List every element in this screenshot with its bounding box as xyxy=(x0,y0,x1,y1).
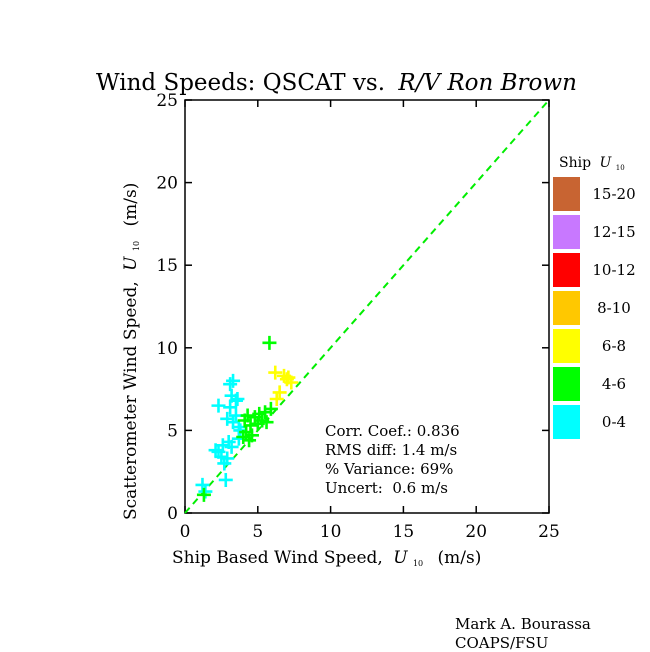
chart-title-main: Wind Speeds: QSCAT vs. xyxy=(96,70,385,96)
x-axis-label-text: Ship Based Wind Speed, xyxy=(172,548,383,568)
y-axis-label-text: Scatterometer Wind Speed, xyxy=(121,281,141,520)
data-point xyxy=(240,408,255,423)
x-tick-label: 25 xyxy=(538,522,560,542)
stat-correlation: Corr. Coef.: 0.836 xyxy=(325,422,460,440)
chart-title-vessel: R/V Ron Brown xyxy=(397,70,577,96)
y-axis-label-subscript: 10 xyxy=(132,241,141,251)
legend-title-symbol: U xyxy=(600,155,613,171)
x-axis-label: Ship Based Wind Speed, U 10 (m/s) xyxy=(172,548,481,571)
legend-title: Ship U 10 xyxy=(559,155,625,172)
data-point xyxy=(259,415,274,430)
legend-swatch xyxy=(553,177,580,211)
x-tick-label: 5 xyxy=(252,522,263,542)
legend-swatch xyxy=(553,291,580,325)
data-point xyxy=(230,392,245,407)
stat-rms-diff: RMS diff: 1.4 m/s xyxy=(325,441,457,459)
y-tick-label: 20 xyxy=(156,174,178,194)
legend-label: 4-6 xyxy=(602,375,626,393)
legend-label: 15-20 xyxy=(592,185,635,203)
y-axis-label-units: (m/s) xyxy=(121,183,141,227)
y-tick-label: 0 xyxy=(167,504,178,524)
legend-swatch xyxy=(553,215,580,249)
legend-items: 15-20 12-15 10-12 8-10 6-8 4-6 0-4 xyxy=(553,177,636,439)
data-point xyxy=(263,401,278,416)
data-points xyxy=(195,335,299,502)
x-tick-label: 0 xyxy=(180,522,191,542)
x-axis-label-symbol: U xyxy=(393,548,408,568)
legend-label: 10-12 xyxy=(592,261,635,279)
credit-org: COAPS/FSU xyxy=(455,634,549,652)
data-point xyxy=(220,451,235,466)
legend-swatch xyxy=(553,329,580,363)
y-tick-label: 25 xyxy=(156,91,178,111)
plot-frame xyxy=(184,99,550,514)
legend-swatch xyxy=(553,367,580,401)
stat-uncertainty: Uncert: 0.6 m/s xyxy=(325,479,448,497)
chart-title: Wind Speeds: QSCAT vs. R/V Ron Brown xyxy=(96,70,577,96)
legend: Ship U 10 15-20 12-15 10-12 8-10 6-8 4-6 0-4 xyxy=(553,155,636,439)
x-axis-label-subscript: 10 xyxy=(413,559,423,568)
stat-variance: % Variance: 69% xyxy=(325,460,453,478)
data-point xyxy=(224,439,239,454)
data-point xyxy=(226,373,241,388)
data-point xyxy=(228,393,243,408)
data-point xyxy=(195,477,210,492)
legend-label: 0-4 xyxy=(602,413,626,431)
legend-label: 8-10 xyxy=(597,299,631,317)
y-axis-label-symbol: U xyxy=(121,256,141,271)
y-axis: 0 5 10 15 20 25 xyxy=(156,91,549,524)
data-point xyxy=(218,472,233,487)
data-point xyxy=(243,418,258,433)
data-point xyxy=(281,370,296,385)
x-tick-label: 15 xyxy=(393,522,415,542)
legend-swatch xyxy=(553,405,580,439)
stats-annotation: Corr. Coef.: 0.836 RMS diff: 1.4 m/s % V… xyxy=(325,422,460,497)
data-point xyxy=(211,398,226,413)
y-tick-label: 5 xyxy=(167,421,178,441)
y-axis-label: Scatterometer Wind Speed, U 10 (m/s) xyxy=(121,183,144,520)
legend-title-subscript: 10 xyxy=(616,164,625,172)
x-tick-label: 20 xyxy=(465,522,487,542)
y-tick-label: 15 xyxy=(156,256,178,276)
data-point xyxy=(272,385,287,400)
x-axis-label-units: (m/s) xyxy=(438,548,482,568)
legend-label: 6-8 xyxy=(602,337,626,355)
data-point xyxy=(198,484,213,499)
legend-title-text: Ship xyxy=(559,155,591,171)
data-point xyxy=(262,335,277,350)
one-to-one-line xyxy=(184,99,550,514)
data-point xyxy=(269,392,284,407)
legend-swatch xyxy=(553,253,580,287)
credit-author: Mark A. Bourassa xyxy=(455,615,591,633)
x-tick-label: 10 xyxy=(320,522,342,542)
data-point xyxy=(208,443,223,458)
data-point xyxy=(196,487,211,502)
x-axis: 0 5 10 15 20 25 xyxy=(180,100,560,542)
data-point xyxy=(268,365,283,380)
data-point xyxy=(244,428,259,443)
data-point xyxy=(223,377,238,392)
legend-label: 12-15 xyxy=(592,223,635,241)
y-tick-label: 10 xyxy=(156,339,178,359)
